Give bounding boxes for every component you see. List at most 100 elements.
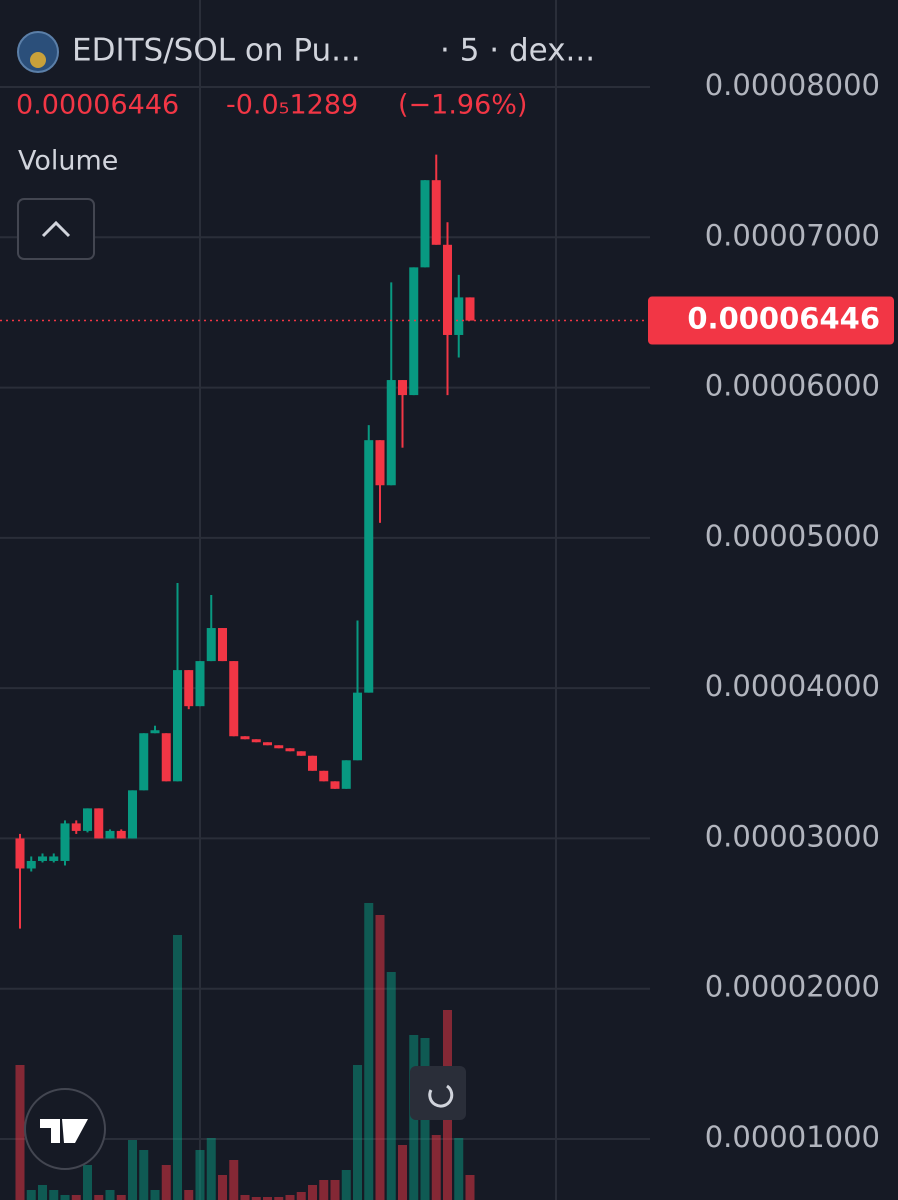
volume-bar xyxy=(195,1150,205,1200)
candle-body xyxy=(195,661,205,707)
volume-bar xyxy=(465,1175,475,1200)
volume-bar xyxy=(173,935,182,1200)
y-tick-label: 0.00005000 xyxy=(705,519,880,553)
volume-bar xyxy=(274,1197,284,1200)
candle-body xyxy=(364,440,374,693)
volume-bar xyxy=(38,1185,47,1200)
candle-body xyxy=(386,380,396,486)
candle-body xyxy=(251,739,261,743)
interval-source: · 5 · dex... xyxy=(440,33,595,69)
volume-bar xyxy=(319,1180,329,1200)
candle-body xyxy=(60,823,70,861)
volume-bar xyxy=(184,1190,194,1200)
tradingview-mark xyxy=(40,1119,88,1143)
volume-bar xyxy=(83,1165,92,1200)
candle-body xyxy=(206,628,216,662)
volume-bar xyxy=(26,1190,36,1200)
candle-body xyxy=(341,760,351,789)
reset-icon xyxy=(428,1084,454,1108)
candle-body xyxy=(454,297,464,335)
volume-bar xyxy=(206,1138,216,1200)
volume-bar xyxy=(341,1170,351,1200)
volume-bar xyxy=(353,1065,362,1200)
volume-bar xyxy=(150,1190,160,1200)
volume-bar xyxy=(161,1165,171,1200)
header-change: -0.0₅1289 xyxy=(226,90,358,121)
candle-body xyxy=(229,661,239,737)
candle-body xyxy=(128,790,137,839)
candle-body xyxy=(465,297,475,321)
candle-body xyxy=(161,733,171,782)
y-tick-label: 0.00008000 xyxy=(705,68,880,102)
volume-bar xyxy=(375,915,385,1200)
candle-body xyxy=(263,742,272,746)
candle-body xyxy=(319,770,329,782)
token-logo-detail xyxy=(30,52,46,68)
last-price-label: 0.00006446 xyxy=(687,302,880,336)
candle-body xyxy=(375,440,385,486)
candle-body xyxy=(218,628,227,662)
candle-body xyxy=(94,808,104,839)
candle-body xyxy=(240,736,250,740)
collapse-button[interactable] xyxy=(17,198,95,260)
volume-bar xyxy=(229,1160,239,1200)
header-change-pct: (−1.96%) xyxy=(398,90,527,121)
volume-bar xyxy=(364,903,374,1200)
volume-bar xyxy=(386,972,396,1200)
candle-body xyxy=(296,751,306,756)
candle-body xyxy=(116,830,126,839)
volume-bar xyxy=(330,1180,340,1200)
candle-body xyxy=(15,838,25,869)
candle-body xyxy=(139,733,149,791)
volume-bar xyxy=(240,1195,250,1200)
candle-body xyxy=(308,755,317,771)
y-tick-label: 0.00007000 xyxy=(705,218,880,252)
candle-body xyxy=(26,860,36,869)
volume-bar xyxy=(15,1065,25,1200)
volume-bar xyxy=(285,1195,295,1200)
volume-bar xyxy=(296,1192,306,1200)
y-tick-label: 0.00004000 xyxy=(705,669,880,703)
y-tick-label: 0.00002000 xyxy=(705,970,880,1004)
volume-bar xyxy=(454,1138,464,1200)
reset-button[interactable] xyxy=(410,1066,466,1120)
candle-body xyxy=(71,823,81,831)
volume-bar xyxy=(263,1197,272,1200)
candle-body xyxy=(431,180,441,245)
y-tick-label: 0.00006000 xyxy=(705,369,880,403)
volume-bar xyxy=(139,1150,149,1200)
candle-body xyxy=(173,670,182,782)
candle-body xyxy=(150,730,160,734)
symbol-title: EDITS/SOL on Pu... xyxy=(72,33,361,69)
y-tick-label: 0.00001000 xyxy=(705,1120,880,1154)
candle-body xyxy=(409,267,419,396)
candle-body xyxy=(105,830,115,839)
candle-body xyxy=(38,856,47,861)
y-tick-label: 0.00003000 xyxy=(705,819,880,853)
candle-body xyxy=(184,670,194,707)
volume-bar xyxy=(218,1175,227,1200)
candle-body xyxy=(420,180,430,268)
candle-body xyxy=(398,380,407,396)
candle-body xyxy=(274,745,284,749)
volume-bar xyxy=(105,1190,115,1200)
volume-bar xyxy=(128,1140,137,1200)
chevron-icon xyxy=(41,220,71,238)
candle-body xyxy=(353,692,362,761)
volume-bar xyxy=(308,1185,317,1200)
volume-legend: Volume xyxy=(18,146,118,177)
candle-body xyxy=(83,808,92,831)
candle-body xyxy=(330,781,340,789)
volume-bar xyxy=(71,1195,81,1200)
candle-body xyxy=(443,244,452,335)
candle-body xyxy=(49,856,59,861)
volume-bar xyxy=(398,1145,407,1200)
header-price: 0.00006446 xyxy=(16,90,179,121)
volume-bar xyxy=(251,1197,261,1200)
volume-bar xyxy=(431,1135,441,1200)
volume-bar xyxy=(60,1195,70,1200)
volume-bar xyxy=(116,1195,126,1200)
plot: 0.00008000 0.00007000 0.00006000 0.00005000… xyxy=(0,68,894,1200)
